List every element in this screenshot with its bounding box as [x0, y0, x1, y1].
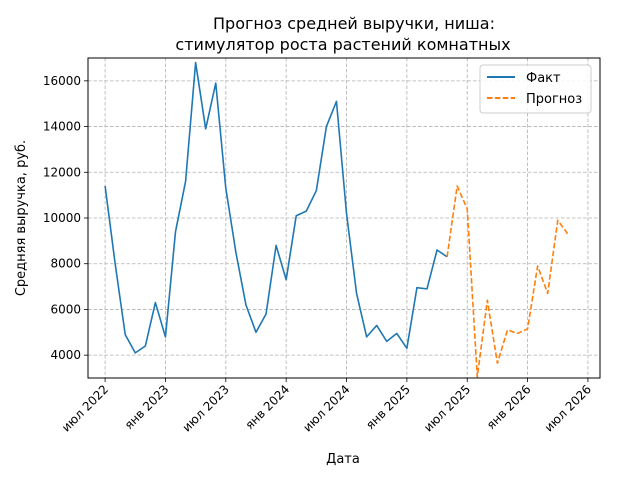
chart-title-line-2: стимулятор роста растений комнатных	[175, 35, 510, 54]
legend: Факт Прогноз	[479, 64, 592, 114]
y-axis-ticks: 4000 6000 8000 10000 12000 14000 16000	[43, 74, 88, 362]
x-axis-label: Дата	[326, 452, 360, 467]
y-tick-label: 16000	[43, 74, 81, 88]
series-line-forecast	[446, 185, 569, 378]
y-tick-label: 14000	[43, 120, 81, 134]
chart-title-line-1: Прогноз средней выручки, ниша:	[213, 14, 495, 33]
legend-label-forecast: Прогноз	[526, 92, 582, 107]
series-line-fact	[104, 61, 448, 354]
y-tick-label: 8000	[50, 257, 81, 271]
legend-label-fact: Факт	[526, 71, 561, 86]
y-tick-label: 12000	[43, 165, 81, 179]
y-tick-label: 10000	[43, 211, 81, 225]
y-axis-label: Средняя выручка, руб.	[14, 140, 29, 296]
y-tick-label: 6000	[50, 302, 81, 316]
y-tick-label: 4000	[50, 348, 81, 362]
series-layer	[104, 61, 569, 378]
